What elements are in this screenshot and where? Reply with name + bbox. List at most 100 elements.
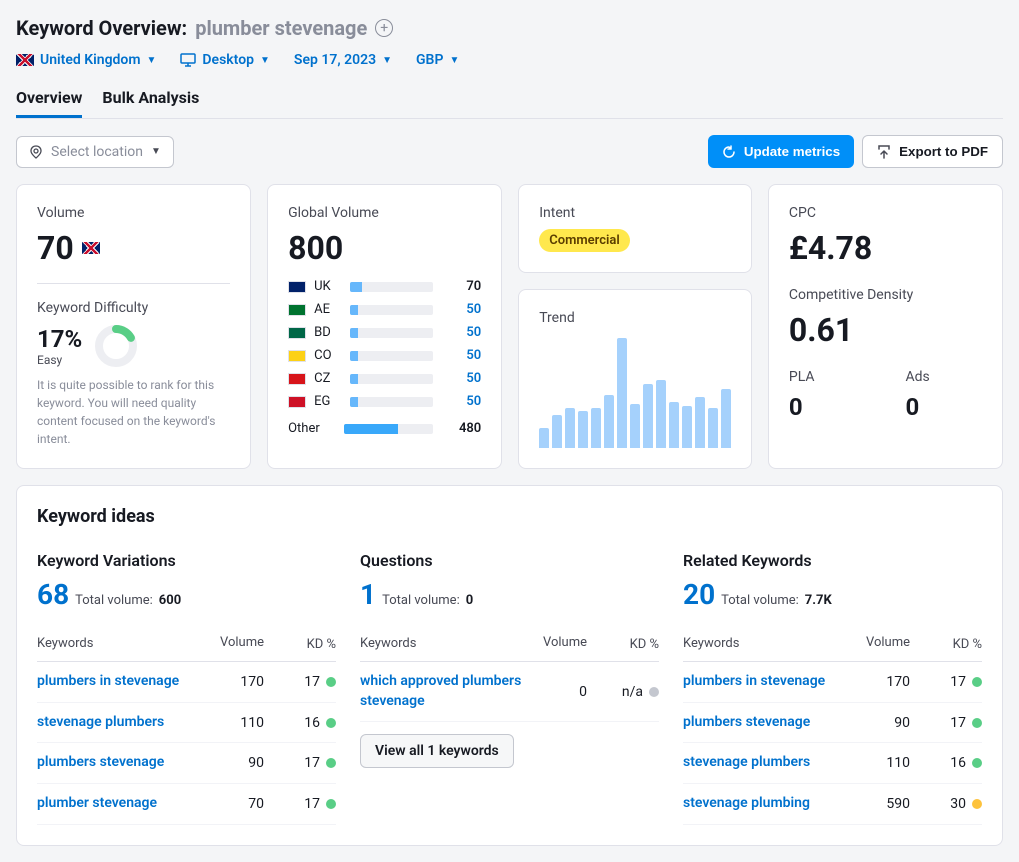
location-select[interactable]: Select location ▼ — [16, 136, 174, 168]
trend-bar — [682, 406, 692, 448]
country-filter[interactable]: United Kingdom ▼ — [16, 52, 156, 68]
keyword-row: plumber stevenage 70 17 — [37, 784, 336, 825]
header-vol: Volume — [539, 635, 599, 653]
header-kw: Keywords — [360, 635, 539, 653]
global-volume-card: Global Volume 800 UK 70 AE 50 BD 50 CO 5… — [267, 184, 502, 469]
trend-bar — [539, 428, 549, 448]
date-filter-label: Sep 17, 2023 — [294, 52, 376, 68]
country-row: UK 70 — [288, 279, 481, 294]
keyword-row: stevenage plumbers 110 16 — [683, 743, 982, 784]
page-title-keyword: plumber stevenage — [195, 16, 367, 40]
volume-card: Volume 70 Keyword Difficulty 17% Easy It… — [16, 184, 251, 469]
desktop-icon — [180, 53, 196, 67]
header-kd: KD % — [599, 635, 659, 653]
keyword-link[interactable]: which approved plumbers stevenage — [360, 672, 539, 711]
keyword-kd: 16 — [922, 755, 982, 771]
export-pdf-button[interactable]: Export to PDF — [862, 135, 1003, 168]
kd-dot-icon — [972, 758, 982, 768]
currency-filter[interactable]: GBP ▼ — [416, 52, 459, 68]
flag-icon — [288, 396, 306, 408]
country-value[interactable]: 50 — [441, 371, 481, 386]
uk-flag-icon — [16, 54, 34, 66]
flag-icon — [288, 304, 306, 316]
ideas-title: Keyword ideas — [37, 506, 982, 527]
country-row: EG 50 — [288, 394, 481, 409]
country-value[interactable]: 50 — [441, 302, 481, 317]
currency-filter-label: GBP — [416, 52, 443, 68]
trend-bar — [630, 404, 640, 448]
flag-icon — [288, 350, 306, 362]
country-filter-label: United Kingdom — [40, 52, 141, 68]
date-filter[interactable]: Sep 17, 2023 ▼ — [294, 52, 392, 68]
country-value[interactable]: 50 — [441, 394, 481, 409]
keyword-link[interactable]: stevenage plumbers — [683, 753, 862, 773]
country-row: CZ 50 — [288, 371, 481, 386]
update-button-label: Update metrics — [744, 144, 840, 159]
kd-easy-label: Easy — [37, 353, 82, 367]
flag-icon — [288, 281, 306, 293]
col-count[interactable]: 20 — [683, 578, 715, 611]
questions-column: Questions 1 Total volume: 0 Keywords Vol… — [360, 551, 659, 825]
country-code: AE — [314, 302, 342, 317]
uk-flag-icon — [82, 242, 100, 254]
pla-value: 0 — [789, 393, 866, 421]
cpc-value: £4.78 — [789, 229, 982, 267]
country-bar — [350, 282, 433, 292]
keyword-link[interactable]: plumbers in stevenage — [683, 672, 862, 692]
pin-icon — [29, 145, 43, 159]
keyword-kd: 17 — [922, 674, 982, 690]
keyword-row: plumbers stevenage 90 17 — [37, 743, 336, 784]
trend-label: Trend — [539, 310, 731, 326]
keyword-kd: 17 — [276, 674, 336, 690]
keyword-link[interactable]: plumbers stevenage — [37, 753, 216, 773]
trend-bar — [617, 338, 627, 448]
page-title-label: Keyword Overview: — [16, 16, 187, 40]
country-code: CZ — [314, 371, 342, 386]
trend-bar — [604, 395, 614, 448]
country-value[interactable]: 50 — [441, 348, 481, 363]
intent-label: Intent — [539, 205, 731, 221]
keyword-link[interactable]: stevenage plumbers — [37, 713, 216, 733]
trend-bar — [721, 389, 731, 448]
trend-bar — [656, 380, 666, 448]
keyword-link[interactable]: plumber stevenage — [37, 794, 216, 814]
keyword-volume: 170 — [216, 674, 276, 690]
kd-label: Keyword Difficulty — [37, 300, 230, 316]
header-vol: Volume — [862, 635, 922, 653]
keyword-link[interactable]: plumbers stevenage — [683, 713, 862, 733]
add-keyword-icon[interactable]: + — [375, 19, 393, 37]
trend-chart — [539, 338, 731, 448]
col-vol-value: 600 — [159, 593, 181, 608]
keyword-volume: 110 — [216, 715, 276, 731]
keyword-volume: 0 — [539, 684, 599, 700]
trend-card: Trend — [518, 289, 752, 469]
tab-overview[interactable]: Overview — [16, 80, 82, 118]
kd-dot-icon — [972, 677, 982, 687]
col-vol-label: Total volume: — [75, 593, 153, 608]
trend-bar — [565, 408, 575, 448]
update-metrics-button[interactable]: Update metrics — [708, 135, 854, 168]
col-count[interactable]: 68 — [37, 578, 69, 611]
country-row: BD 50 — [288, 325, 481, 340]
col-count[interactable]: 1 — [360, 578, 376, 611]
tab-bulk-analysis[interactable]: Bulk Analysis — [102, 80, 199, 118]
keyword-row: plumbers in stevenage 170 17 — [37, 662, 336, 703]
country-value[interactable]: 50 — [441, 325, 481, 340]
trend-bar — [591, 408, 601, 448]
keyword-link[interactable]: stevenage plumbing — [683, 794, 862, 814]
country-bar — [350, 351, 433, 361]
device-filter[interactable]: Desktop ▼ — [180, 52, 269, 68]
global-volume-value: 800 — [288, 229, 481, 267]
kd-dot-icon — [326, 677, 336, 687]
keyword-volume: 90 — [216, 755, 276, 771]
keyword-kd: n/a — [599, 684, 659, 700]
keyword-row: plumbers in stevenage 170 17 — [683, 662, 982, 703]
export-button-label: Export to PDF — [899, 144, 988, 159]
header-kd: KD % — [276, 635, 336, 653]
keyword-link[interactable]: plumbers in stevenage — [37, 672, 216, 692]
chevron-down-icon: ▼ — [147, 55, 157, 66]
cd-value: 0.61 — [789, 311, 982, 349]
trend-bar — [643, 384, 653, 448]
country-bar — [350, 374, 433, 384]
view-all-button[interactable]: View all 1 keywords — [360, 734, 514, 768]
